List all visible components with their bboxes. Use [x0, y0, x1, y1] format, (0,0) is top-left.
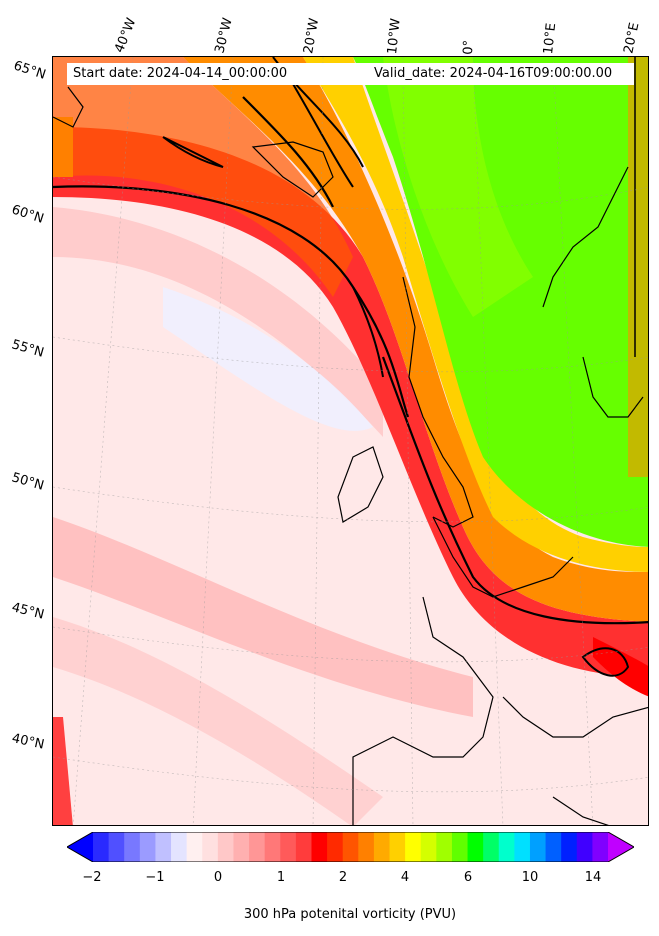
colorbar-tick: 0: [213, 870, 223, 885]
longitude-label: 0°: [461, 39, 477, 55]
colorbar-segment: [139, 832, 156, 862]
colorbar-segment: [529, 832, 547, 862]
longitude-label: 10°W: [385, 17, 404, 56]
colorbar-segment: [451, 832, 469, 862]
colorbar-segment: [514, 832, 531, 862]
colorbar-segment: [311, 832, 328, 862]
colorbar-segment: [436, 832, 453, 862]
colorbar-segment: [155, 832, 172, 862]
colorbar-segment: [295, 832, 312, 862]
colorbar-segment: [108, 832, 125, 862]
colorbar-segment: [420, 832, 437, 862]
latitude-label: 45°N: [10, 600, 46, 623]
colorbar-segment: [389, 832, 406, 862]
longitude-label: 30°W: [212, 16, 236, 55]
colorbar-segment: [545, 832, 562, 862]
colorbar-segment: [592, 832, 609, 862]
colorbar-segment: [327, 832, 344, 862]
colorbar-segment: [171, 832, 188, 862]
longitude-label: 20°E: [621, 21, 643, 56]
colorbar-segment: [202, 832, 219, 862]
colorbar-segment: [498, 832, 515, 862]
colorbar-tick: 2: [338, 870, 348, 885]
longitude-label: 10°E: [541, 22, 560, 56]
colorbar-tick: 14: [584, 870, 602, 885]
colorbar-segment: [342, 832, 359, 862]
valid-date-label: Valid_date: 2024-04-16T09:00:00.00: [374, 66, 613, 81]
colorbar-segment: [576, 832, 593, 862]
header-background: [67, 63, 634, 85]
colorbar-segment: [483, 832, 500, 862]
colorbar: [67, 832, 634, 862]
colorbar-segment: [467, 832, 484, 862]
colorbar-extend-min: [67, 832, 93, 862]
longitude-label: 40°W: [112, 16, 140, 55]
colorbar-segment: [233, 832, 250, 862]
colorbar-segment: [280, 832, 297, 862]
colorbar-segment: [93, 832, 110, 862]
colorbar-extend-max: [608, 832, 634, 862]
colorbar-segment: [186, 832, 203, 862]
colorbar-tick: 4: [400, 870, 410, 885]
colorbar-tick: 6: [463, 870, 473, 885]
colorbar-tick: 10: [521, 870, 539, 885]
latitude-label: 40°N: [10, 731, 46, 753]
colorbar-segment: [217, 832, 234, 862]
colorbar-tick: −2: [82, 870, 102, 885]
colorbar-segment: [264, 832, 281, 862]
latitude-label: 65°N: [11, 58, 48, 83]
colorbar-tick: −1: [145, 870, 165, 885]
colorbar-segment: [124, 832, 141, 862]
latitude-label: 55°N: [9, 337, 46, 361]
colorbar-segment: [405, 832, 422, 862]
colorbar-segment: [249, 832, 266, 862]
colorbar-tick: 1: [276, 870, 286, 885]
start-date-label: Start date: 2024-04-14_00:00:00: [73, 66, 288, 81]
latitude-label: 60°N: [9, 202, 46, 227]
colorbar-segment: [561, 832, 578, 862]
colorbar-segment: [373, 832, 391, 862]
map-panel: [52, 56, 649, 826]
potential-vorticity-map: [53, 57, 648, 825]
latitude-label: 50°N: [9, 470, 46, 494]
colorbar-segment: [358, 832, 375, 862]
longitude-label: 20°W: [301, 17, 323, 55]
colorbar-label: 300 hPa potenital vorticity (PVU): [243, 907, 457, 922]
